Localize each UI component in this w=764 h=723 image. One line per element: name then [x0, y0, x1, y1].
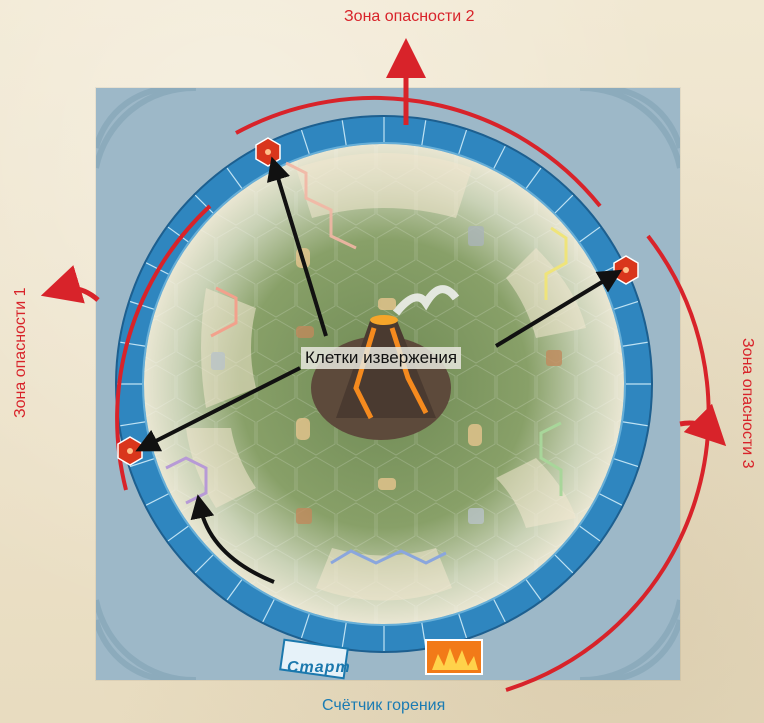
track-segment-divider — [145, 493, 169, 506]
eruption-cells-label: Клетки извержения — [301, 347, 462, 369]
track-segment-divider — [458, 129, 468, 155]
zone-2-label: Зона опасности 2 — [344, 8, 475, 25]
track-segment-divider — [525, 167, 542, 189]
track-segment-divider — [613, 300, 639, 310]
track-segment-divider — [341, 120, 347, 146]
track-segment-divider — [554, 554, 574, 574]
track-segment-divider — [341, 622, 347, 648]
eruption-hex — [255, 137, 281, 167]
track-segment-divider — [226, 167, 243, 189]
track-segment-divider — [493, 599, 506, 623]
track-segment-divider — [613, 458, 639, 468]
zone-1-label: Зона опасности 1 — [12, 287, 29, 418]
track-segment-divider — [554, 194, 574, 214]
track-segment-divider — [194, 554, 214, 574]
track-segment-divider — [622, 341, 648, 347]
track-segment-divider — [579, 226, 601, 243]
start-label: Старт — [287, 659, 351, 676]
track-segment-divider — [194, 194, 214, 214]
beach-areas — [186, 153, 586, 601]
start-box — [279, 638, 349, 680]
track-segment-divider — [300, 129, 310, 155]
track-segment-divider — [525, 579, 542, 601]
eruption-arrow-left — [135, 366, 301, 452]
track-segment-divider — [599, 493, 623, 506]
zone3-arrow — [679, 403, 727, 447]
track-segment-divider — [300, 613, 310, 639]
zone-3-label: Зона опасности 3 — [739, 338, 756, 469]
track-segment-divider — [167, 525, 189, 542]
track-segment-divider — [129, 458, 155, 468]
track-segment-divider — [579, 525, 601, 542]
eruption-hex — [117, 436, 143, 466]
track-segment-divider — [226, 579, 243, 601]
track-segment-divider — [458, 613, 468, 639]
track-segment-divider — [262, 599, 275, 623]
track-segment-divider — [622, 421, 648, 427]
eruption-hex — [613, 255, 639, 285]
board-art — [93, 84, 683, 684]
track-segment-divider — [421, 120, 427, 146]
burn-counter-box — [425, 639, 483, 675]
track-segment-divider — [120, 421, 146, 427]
corner-decor — [93, 84, 683, 684]
eruption-arrow-top — [267, 156, 328, 337]
eruption-arrow-right — [494, 269, 623, 348]
movement-arrow — [190, 494, 275, 584]
zone1-arrow — [40, 265, 100, 304]
track-segment-divider — [120, 341, 146, 347]
zone2-arc — [235, 96, 602, 208]
burn-counter-label: Счётчик горения — [322, 697, 446, 714]
zone3-arc — [505, 234, 711, 692]
track-segment-divider — [167, 226, 189, 243]
track-segment-divider — [493, 145, 506, 169]
player-bases — [165, 161, 568, 565]
